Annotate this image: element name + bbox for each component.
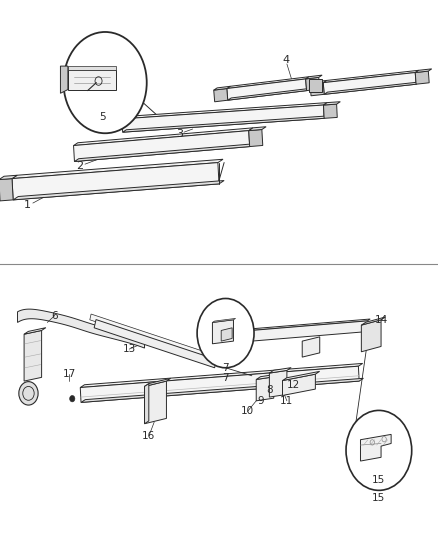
- Text: 12: 12: [287, 380, 300, 390]
- Polygon shape: [323, 70, 419, 83]
- Text: 10: 10: [241, 407, 254, 416]
- Polygon shape: [310, 80, 327, 84]
- Polygon shape: [324, 104, 337, 118]
- Polygon shape: [212, 320, 233, 344]
- Polygon shape: [256, 374, 278, 379]
- Text: 17: 17: [63, 369, 76, 379]
- Circle shape: [197, 298, 254, 368]
- Text: 5: 5: [99, 112, 106, 122]
- Polygon shape: [302, 337, 320, 357]
- Polygon shape: [227, 77, 309, 88]
- Polygon shape: [269, 368, 291, 373]
- Polygon shape: [249, 127, 266, 131]
- Polygon shape: [415, 71, 429, 84]
- Polygon shape: [122, 105, 324, 132]
- Polygon shape: [60, 66, 68, 93]
- Polygon shape: [227, 79, 307, 100]
- Polygon shape: [24, 330, 42, 381]
- Text: 4: 4: [283, 55, 290, 64]
- Text: 7: 7: [222, 373, 229, 383]
- Polygon shape: [0, 179, 13, 201]
- Polygon shape: [24, 328, 46, 334]
- Polygon shape: [80, 366, 359, 402]
- Polygon shape: [361, 320, 381, 352]
- Polygon shape: [269, 370, 287, 397]
- Text: 6: 6: [51, 311, 58, 320]
- Text: 13: 13: [123, 344, 136, 354]
- Polygon shape: [74, 144, 254, 161]
- Polygon shape: [123, 116, 328, 132]
- Polygon shape: [122, 102, 327, 119]
- Polygon shape: [238, 319, 370, 332]
- Text: 15: 15: [372, 493, 385, 503]
- Polygon shape: [283, 372, 320, 381]
- Polygon shape: [214, 86, 230, 90]
- Text: 7: 7: [222, 363, 229, 373]
- Text: 16: 16: [142, 431, 155, 441]
- Text: 9: 9: [257, 396, 264, 406]
- Polygon shape: [81, 378, 364, 402]
- Polygon shape: [18, 309, 145, 348]
- Polygon shape: [145, 384, 149, 424]
- Polygon shape: [228, 88, 310, 100]
- Text: 1: 1: [24, 200, 31, 210]
- Polygon shape: [306, 75, 322, 79]
- Polygon shape: [94, 320, 216, 368]
- Text: 15: 15: [372, 475, 385, 484]
- Polygon shape: [323, 72, 416, 94]
- Text: 14: 14: [374, 315, 388, 325]
- Polygon shape: [145, 378, 171, 386]
- Polygon shape: [74, 131, 250, 161]
- Polygon shape: [361, 317, 385, 325]
- Polygon shape: [13, 181, 224, 200]
- Polygon shape: [0, 175, 17, 180]
- Text: 2: 2: [77, 161, 84, 171]
- Polygon shape: [238, 321, 368, 342]
- Circle shape: [64, 32, 147, 133]
- Polygon shape: [68, 70, 116, 90]
- Circle shape: [346, 410, 412, 490]
- Polygon shape: [249, 130, 263, 147]
- Polygon shape: [68, 66, 116, 70]
- Polygon shape: [90, 314, 212, 360]
- Polygon shape: [324, 82, 420, 94]
- Polygon shape: [360, 434, 391, 461]
- Polygon shape: [214, 88, 228, 102]
- Text: 8: 8: [266, 385, 273, 395]
- Polygon shape: [221, 328, 232, 341]
- Text: 11: 11: [280, 396, 293, 406]
- Polygon shape: [80, 364, 363, 387]
- Polygon shape: [310, 83, 324, 96]
- Circle shape: [19, 382, 38, 405]
- Polygon shape: [212, 318, 236, 322]
- Polygon shape: [74, 128, 253, 146]
- Polygon shape: [12, 163, 219, 200]
- Polygon shape: [309, 79, 322, 92]
- Polygon shape: [145, 381, 166, 424]
- Polygon shape: [324, 102, 340, 105]
- Polygon shape: [256, 377, 274, 401]
- Circle shape: [70, 395, 75, 402]
- Polygon shape: [415, 69, 432, 72]
- Polygon shape: [283, 374, 315, 395]
- Polygon shape: [12, 159, 223, 179]
- Polygon shape: [306, 77, 320, 91]
- Text: 3: 3: [176, 130, 183, 139]
